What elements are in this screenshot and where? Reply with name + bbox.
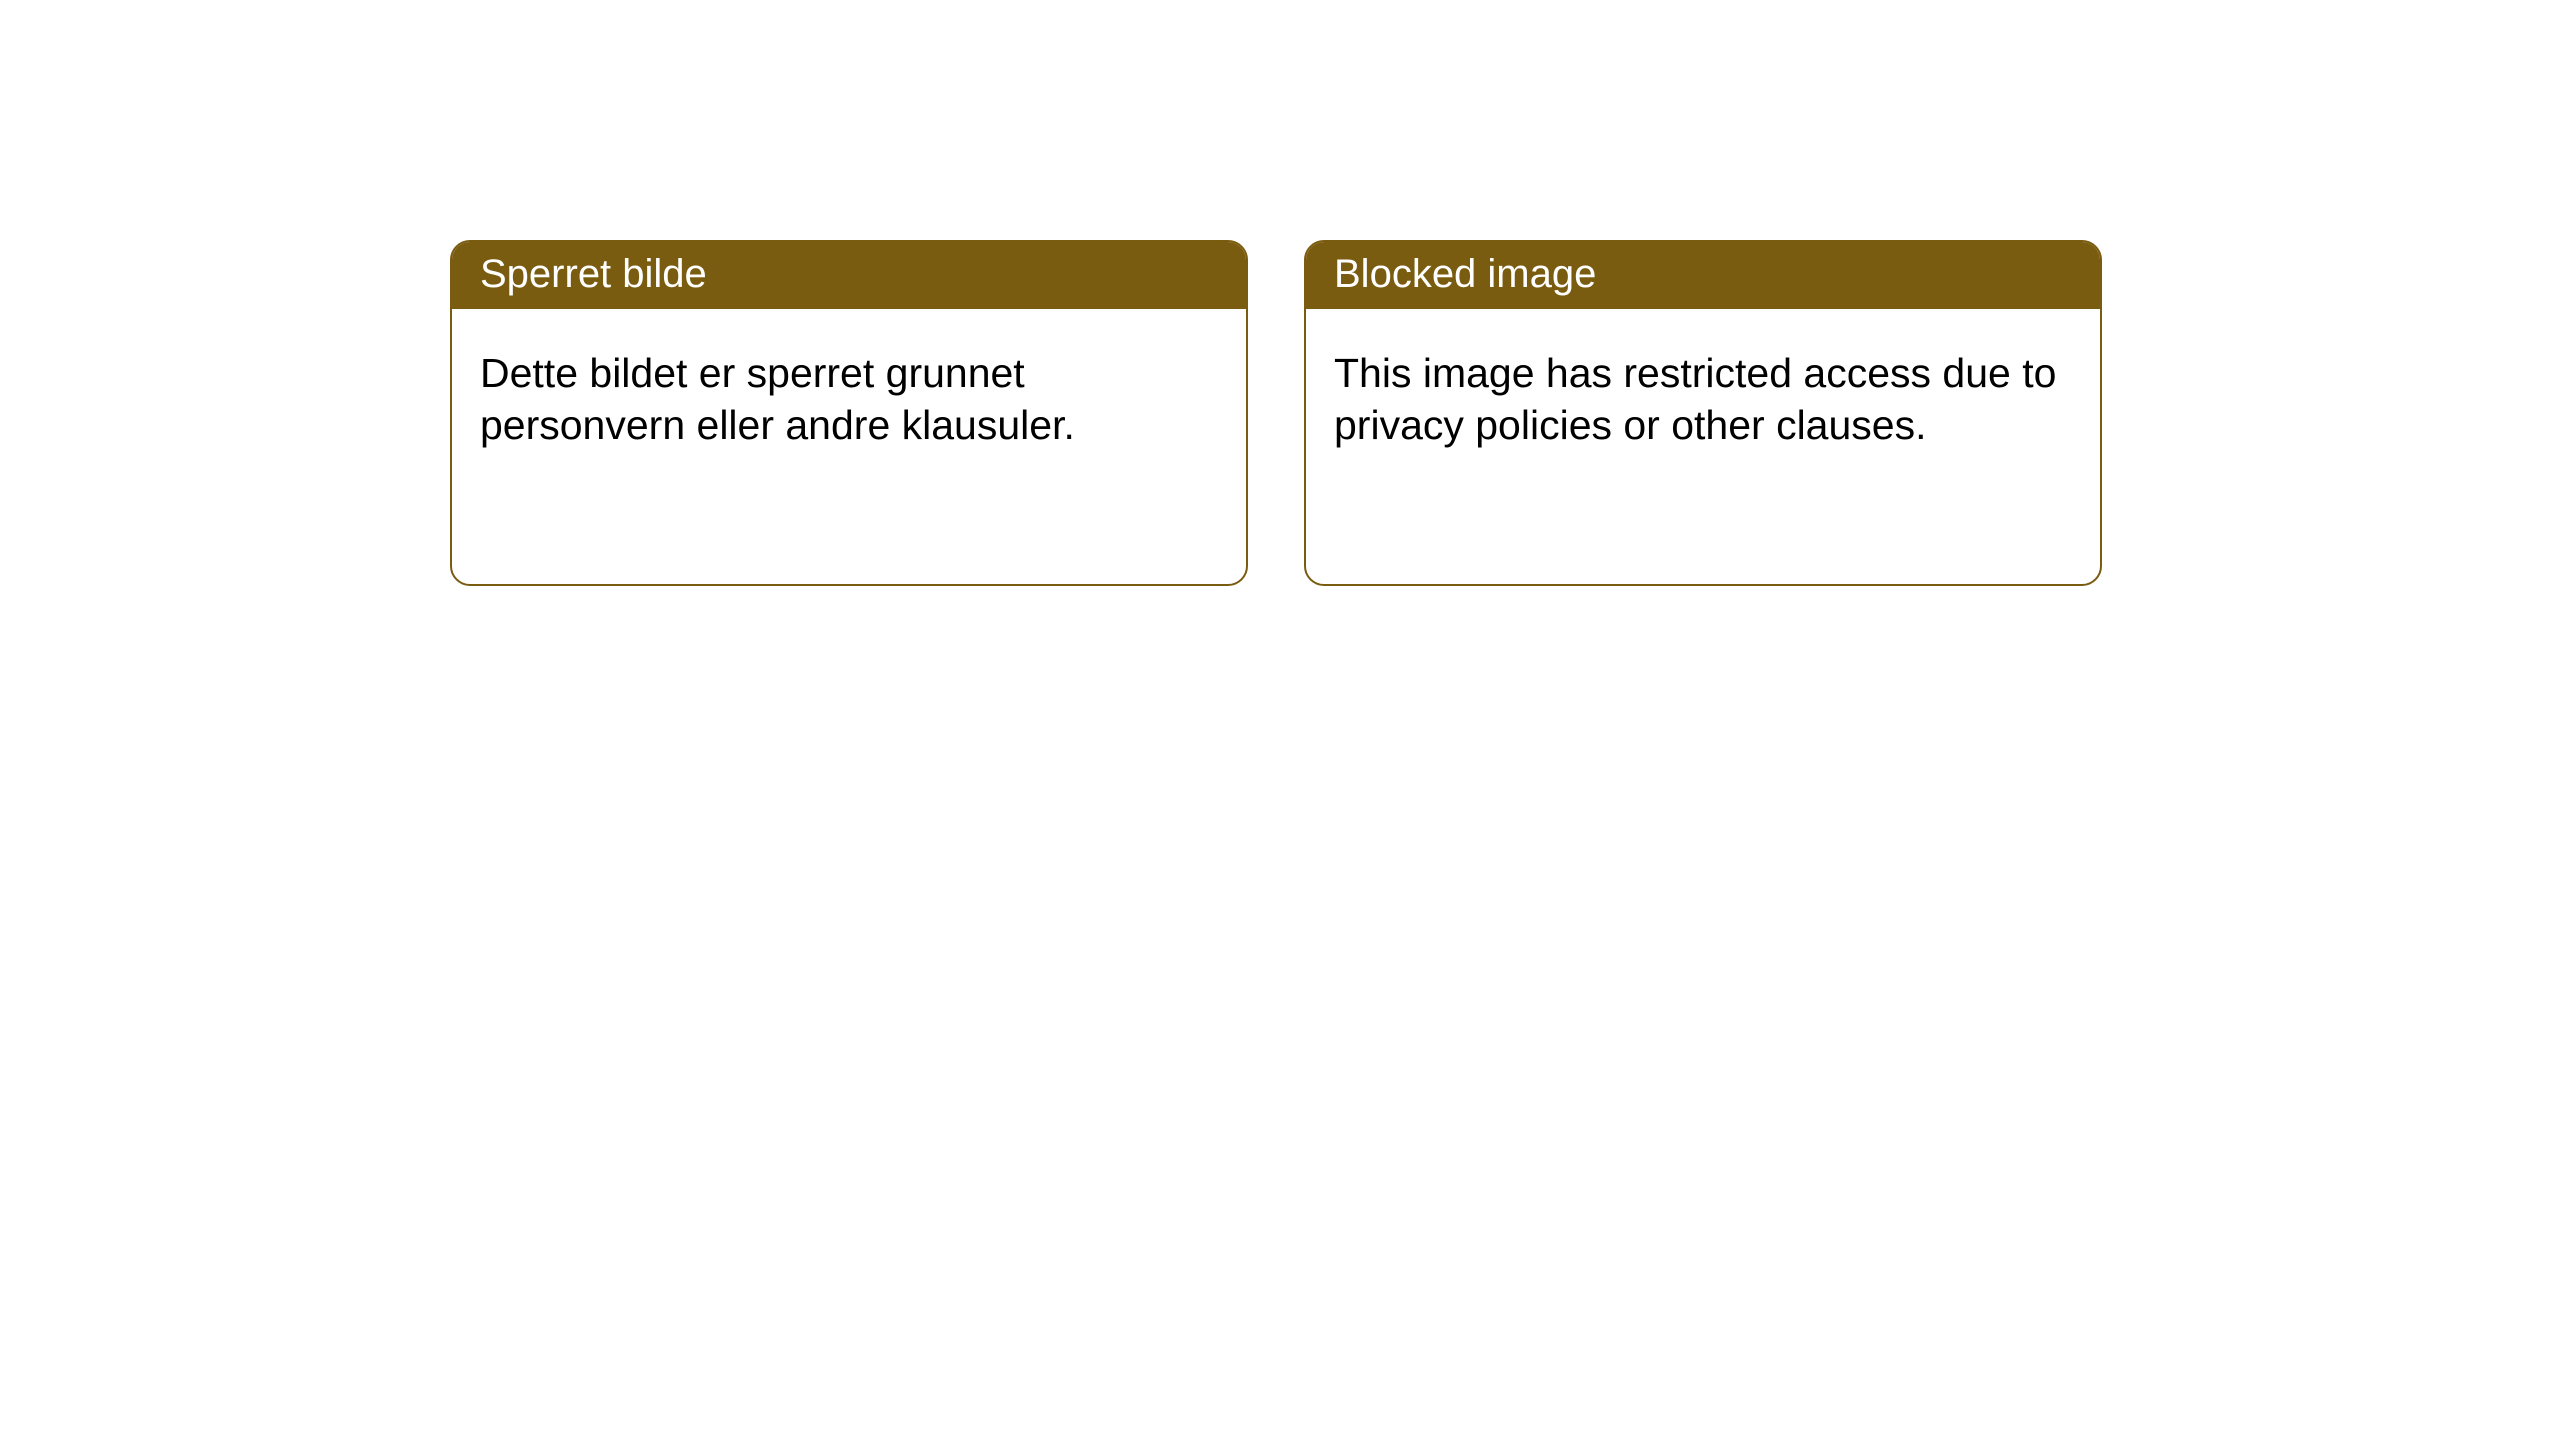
card-body-english: This image has restricted access due to … <box>1306 309 2100 584</box>
card-title-english: Blocked image <box>1334 252 1596 296</box>
card-header-english: Blocked image <box>1306 242 2100 309</box>
card-body-norwegian: Dette bildet er sperret grunnet personve… <box>452 309 1246 584</box>
card-title-norwegian: Sperret bilde <box>480 252 707 296</box>
card-header-norwegian: Sperret bilde <box>452 242 1246 309</box>
card-text-norwegian: Dette bildet er sperret grunnet personve… <box>480 350 1075 448</box>
blocked-image-card-english: Blocked image This image has restricted … <box>1304 240 2102 586</box>
card-text-english: This image has restricted access due to … <box>1334 350 2056 448</box>
blocked-image-notice-container: Sperret bilde Dette bildet er sperret gr… <box>450 240 2102 586</box>
blocked-image-card-norwegian: Sperret bilde Dette bildet er sperret gr… <box>450 240 1248 586</box>
